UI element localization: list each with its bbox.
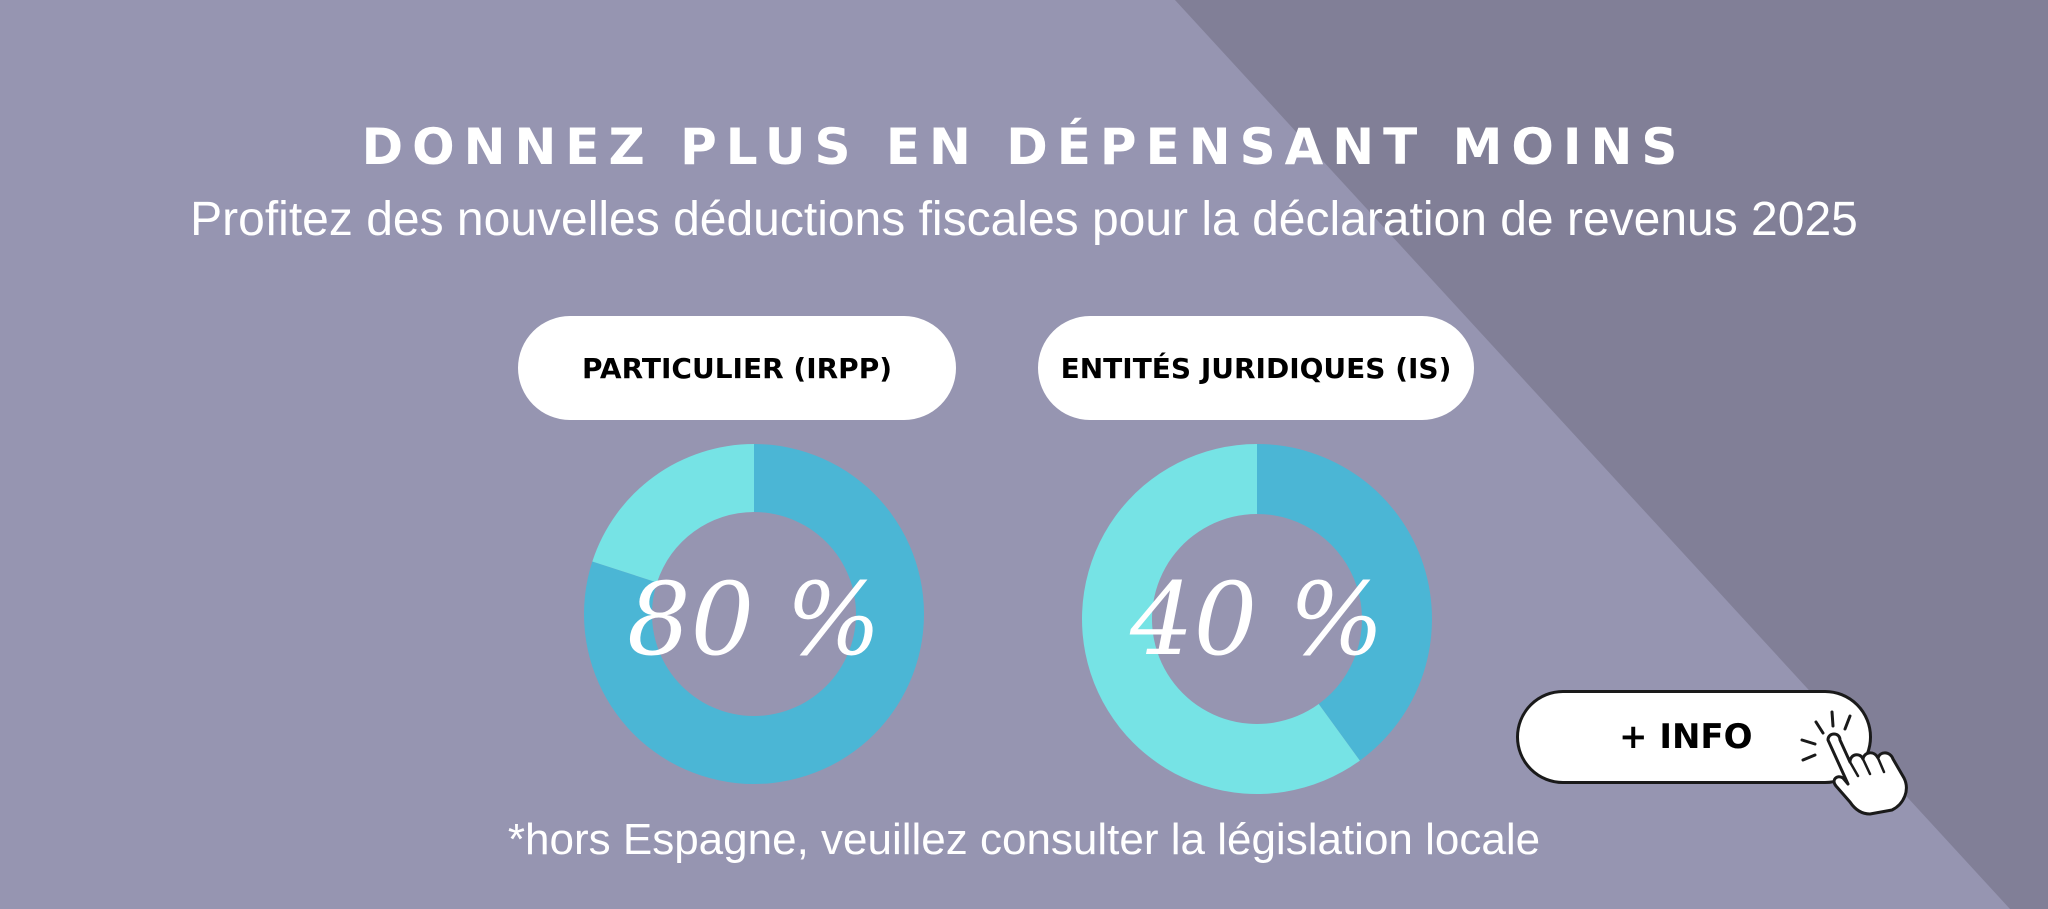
donut-center-label-entites-juridiques: 40 % xyxy=(1129,561,1385,678)
chart-title-particulier: PARTICULIER (IRPP) xyxy=(518,316,956,420)
donut-center-label-particulier: 80 % xyxy=(626,561,882,678)
page-subtitle: Profitez des nouvelles déductions fiscal… xyxy=(190,193,1858,246)
donut-slice-0 xyxy=(1257,444,1432,761)
pointing-hand-icon xyxy=(1800,710,1908,816)
donut-slice-1 xyxy=(1082,444,1360,794)
donut-chart-particulier xyxy=(584,444,924,784)
footnote: *hors Espagne, veuillez consulter la lég… xyxy=(507,815,1541,864)
page-title: DONNEZ PLUS EN DÉPENSANT MOINS xyxy=(361,118,1687,176)
info-button[interactable]: + INFO xyxy=(1516,690,1872,784)
donut-chart-entites-juridiques xyxy=(1082,444,1432,794)
chart-title-entites-juridiques: ENTITÉS JURIDIQUES (IS) xyxy=(1038,316,1474,420)
info-button-label: + INFO xyxy=(1619,717,1753,757)
donut-slice-1 xyxy=(592,444,754,583)
donut-slice-0 xyxy=(584,444,924,784)
